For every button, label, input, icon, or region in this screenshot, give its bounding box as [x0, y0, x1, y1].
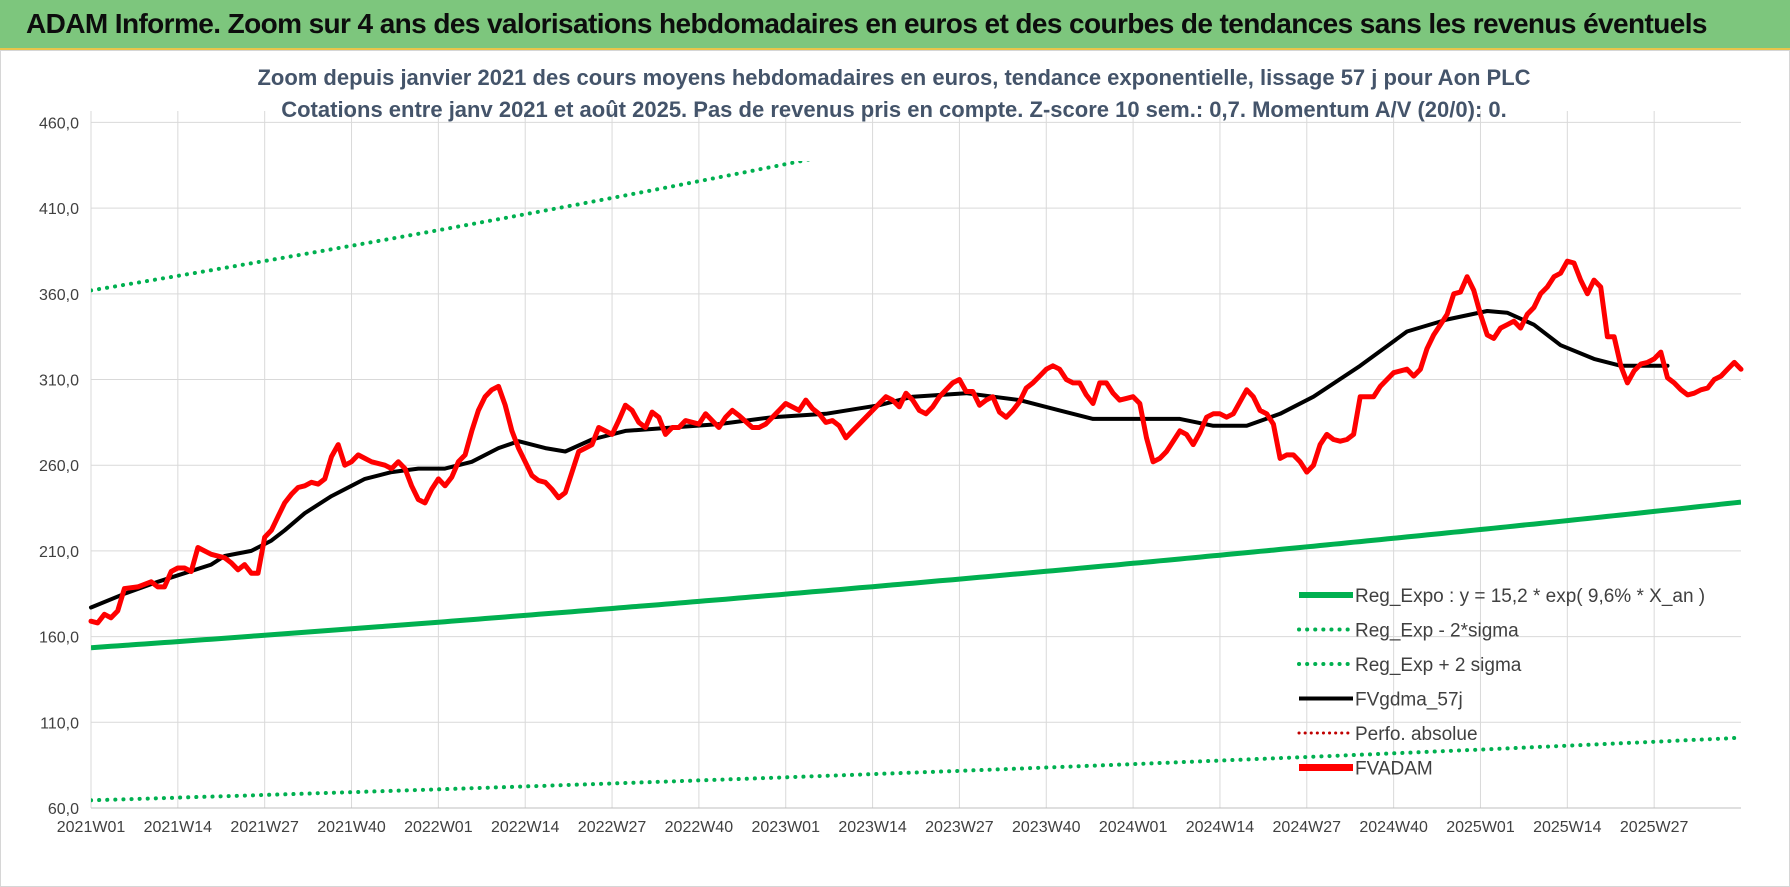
- y-tick-label: 110,0: [40, 715, 79, 732]
- x-tick-label: 2023W40: [1012, 819, 1081, 836]
- legend-label: Reg_Expo : y = 15,2 * exp( 9,6% * X_an ): [1355, 586, 1705, 607]
- x-tick-label: 2021W27: [230, 819, 299, 836]
- legend-label: FVADAM: [1355, 759, 1433, 780]
- header-banner: ADAM Informe. Zoom sur 4 ans des valoris…: [0, 0, 1790, 50]
- x-tick-label: 2025W14: [1533, 819, 1602, 836]
- y-tick-label: 460,0: [39, 115, 79, 132]
- fvgdma-57j-line: [89, 309, 1670, 610]
- x-tick-label: 2021W14: [144, 819, 213, 836]
- line-chart: Zoom depuis janvier 2021 des cours moyen…: [39, 65, 1744, 836]
- y-tick-label: 260,0: [39, 458, 79, 475]
- x-axis-labels: 2021W01 2021W14 2021W27 2021W40 2022W01 2022W…: [57, 819, 1689, 836]
- y-tick-label: 360,0: [39, 287, 79, 304]
- x-tick-label: 2024W27: [1273, 819, 1342, 836]
- x-tick-label: 2023W01: [751, 819, 820, 836]
- reg-exp-minus-2sigma-line: [91, 735, 1741, 803]
- y-tick-label: 60,0: [48, 801, 79, 818]
- legend: Reg_Expo : y = 15,2 * exp( 9,6% * X_an )…: [1297, 586, 1705, 780]
- series-lines: [88, 91, 1744, 803]
- x-tick-label: 2021W40: [317, 819, 386, 836]
- x-tick-label: 2022W40: [665, 819, 734, 836]
- x-tick-label: 2024W01: [1099, 819, 1168, 836]
- chart-title-line2: Cotations entre janv 2021 et août 2025. …: [281, 97, 1507, 122]
- y-tick-label: 310,0: [39, 373, 79, 390]
- reg-expo-line: [91, 499, 1741, 651]
- legend-label: Reg_Exp + 2 sigma: [1355, 655, 1522, 676]
- legend-label: Reg_Exp - 2*sigma: [1355, 621, 1519, 642]
- x-tick-label: 2024W40: [1359, 819, 1428, 836]
- x-tick-label: 2022W01: [404, 819, 473, 836]
- grid-lines: [90, 111, 1741, 809]
- x-tick-label: 2022W27: [578, 819, 647, 836]
- x-tick-label: 2025W27: [1620, 819, 1689, 836]
- chart-title-line1: Zoom depuis janvier 2021 des cours moyen…: [257, 65, 1530, 90]
- y-tick-label: 410,0: [39, 201, 79, 218]
- page-title: ADAM Informe. Zoom sur 4 ans des valoris…: [26, 8, 1707, 39]
- x-tick-label: 2025W01: [1446, 819, 1515, 836]
- legend-label: Perfo. absolue: [1355, 724, 1478, 745]
- x-tick-label: 2021W01: [57, 819, 126, 836]
- x-tick-label: 2022W14: [491, 819, 560, 836]
- y-tick-label: 210,0: [39, 544, 79, 561]
- y-tick-label: 160,0: [39, 630, 79, 647]
- x-tick-label: 2024W14: [1186, 819, 1255, 836]
- x-tick-label: 2023W14: [838, 819, 907, 836]
- fvadam-line: [88, 258, 1744, 626]
- x-tick-label: 2023W27: [925, 819, 994, 836]
- legend-label: FVgdma_57j: [1355, 690, 1463, 711]
- chart-area: Zoom depuis janvier 2021 des cours moyen…: [0, 50, 1790, 887]
- y-axis-labels: 60,0 110,0 160,0 210,0 260,0 310,0 360,0 410,0 4…: [39, 115, 79, 818]
